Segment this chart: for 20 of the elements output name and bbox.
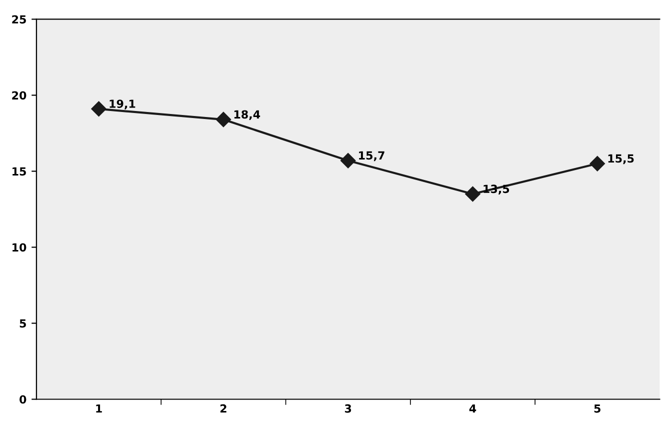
x-tick-label: 5	[594, 404, 600, 413]
point	[216, 112, 231, 128]
data-label: 18,4	[234, 110, 260, 120]
x-tick-label: 4	[469, 404, 476, 413]
x-tick-label: 1	[96, 404, 102, 413]
y-tick-label: 20	[12, 91, 26, 100]
x-tick-label: 2	[220, 404, 226, 413]
point	[465, 186, 480, 202]
x-tick-label: 3	[344, 404, 352, 413]
y-tick-label: 5	[20, 319, 26, 328]
data-label: 15,7	[359, 151, 384, 162]
point	[340, 153, 356, 168]
point	[91, 101, 106, 116]
y-tick-label: 25	[12, 15, 26, 24]
y-tick-label: 0	[20, 395, 26, 404]
data-label: 19,1	[110, 100, 136, 110]
y-tick-label: 15	[12, 167, 26, 176]
point	[590, 156, 605, 172]
data-label: 15,5	[608, 154, 634, 164]
y-tick-label: 10	[12, 243, 26, 252]
